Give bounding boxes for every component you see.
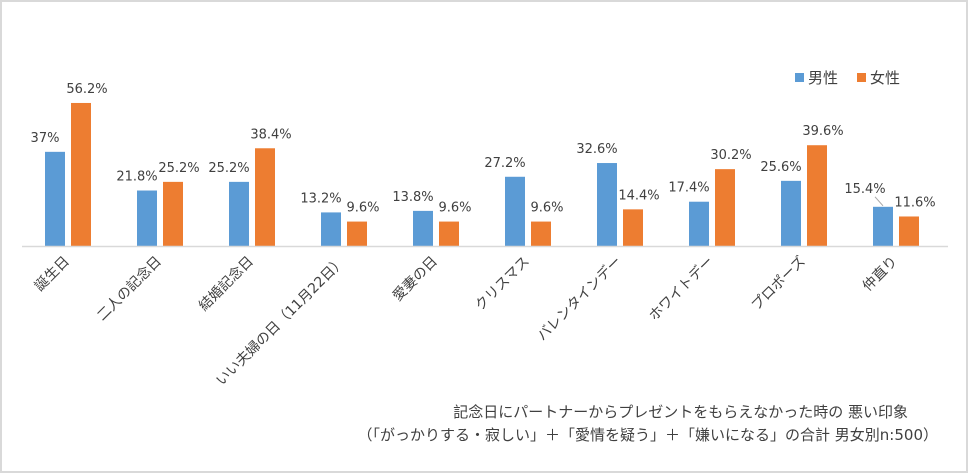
bar-female-4	[439, 221, 459, 246]
data-label-male-3: 13.2%	[300, 191, 341, 206]
category-label-8: プロポーズ	[749, 254, 809, 314]
category-label-2: 結婚記念日	[195, 253, 257, 315]
category-label-9: 仲直り	[859, 253, 901, 295]
legend-label-female: 女性	[870, 69, 900, 87]
category-label-6: バレンタインデー	[534, 253, 625, 344]
bar-male-1	[137, 190, 157, 246]
data-label-male-6: 32.6%	[576, 142, 617, 157]
data-label-female-9: 11.6%	[894, 195, 935, 210]
category-label-4: 愛妻の日	[390, 254, 441, 305]
bar-male-5	[505, 176, 525, 246]
data-label-female-0: 56.2%	[66, 82, 107, 97]
bar-male-0	[45, 151, 65, 246]
data-label-female-7: 30.2%	[710, 148, 751, 163]
bars-layer	[45, 102, 919, 246]
bar-female-8	[807, 145, 827, 246]
bar-male-4	[413, 210, 433, 246]
chart-caption-line-2: （「がっかりする・寂しい」＋「愛情を疑う」＋「嫌いになる」の合計 男女別n:50…	[357, 426, 938, 444]
category-label-1: 二人の記念日	[93, 253, 164, 324]
bar-female-7	[715, 169, 735, 246]
chart-caption-line-1: 記念日にパートナーからプレゼントをもらえなかった時の 悪い印象	[453, 403, 908, 421]
data-label-male-9: 15.4%	[844, 182, 885, 197]
bar-female-6	[623, 209, 643, 246]
bar-female-0	[71, 102, 91, 246]
data-label-male-8: 25.6%	[760, 160, 801, 175]
data-label-female-5: 9.6%	[530, 201, 563, 216]
bar-male-7	[689, 201, 709, 246]
category-label-7: ホワイトデー	[645, 253, 716, 324]
bar-female-1	[163, 181, 183, 246]
data-label-female-1: 25.2%	[158, 161, 199, 176]
data-label-male-4: 13.8%	[392, 190, 433, 205]
data-label-female-2: 38.4%	[250, 127, 291, 142]
data-label-male-2: 25.2%	[208, 161, 249, 176]
category-label-0: 誕生日	[32, 254, 73, 295]
legend-swatch-female	[857, 73, 866, 82]
data-labels-layer: 37%21.8%25.2%13.2% 13.8%27.2%32.6%17.4%25…	[31, 82, 936, 216]
bar-female-9	[899, 216, 919, 246]
data-label-male-5: 27.2%	[484, 156, 525, 171]
legend-swatch-male	[795, 73, 804, 82]
bar-male-6	[597, 163, 617, 246]
category-label-5: クリスマス	[472, 254, 533, 315]
bar-male-9	[873, 206, 893, 246]
data-label-male-0: 37%	[31, 131, 60, 146]
data-label-male-1: 21.8%	[116, 170, 157, 185]
legend: 男性 女性	[795, 69, 900, 87]
bar-male-2	[229, 181, 249, 246]
data-label-female-3: 9.6%	[346, 201, 379, 216]
bar-female-2	[255, 148, 275, 246]
legend-label-male: 男性	[808, 69, 838, 87]
data-label-female-6: 14.4%	[618, 188, 659, 203]
bar-male-3	[321, 212, 341, 246]
bar-male-8	[781, 180, 801, 246]
bar-female-5	[531, 221, 551, 246]
leader-line	[874, 196, 884, 207]
data-label-female-8: 39.6%	[802, 124, 843, 139]
data-label-female-4: 9.6%	[438, 201, 471, 216]
data-label-male-7: 17.4%	[668, 181, 709, 196]
bar-female-3	[347, 221, 367, 246]
